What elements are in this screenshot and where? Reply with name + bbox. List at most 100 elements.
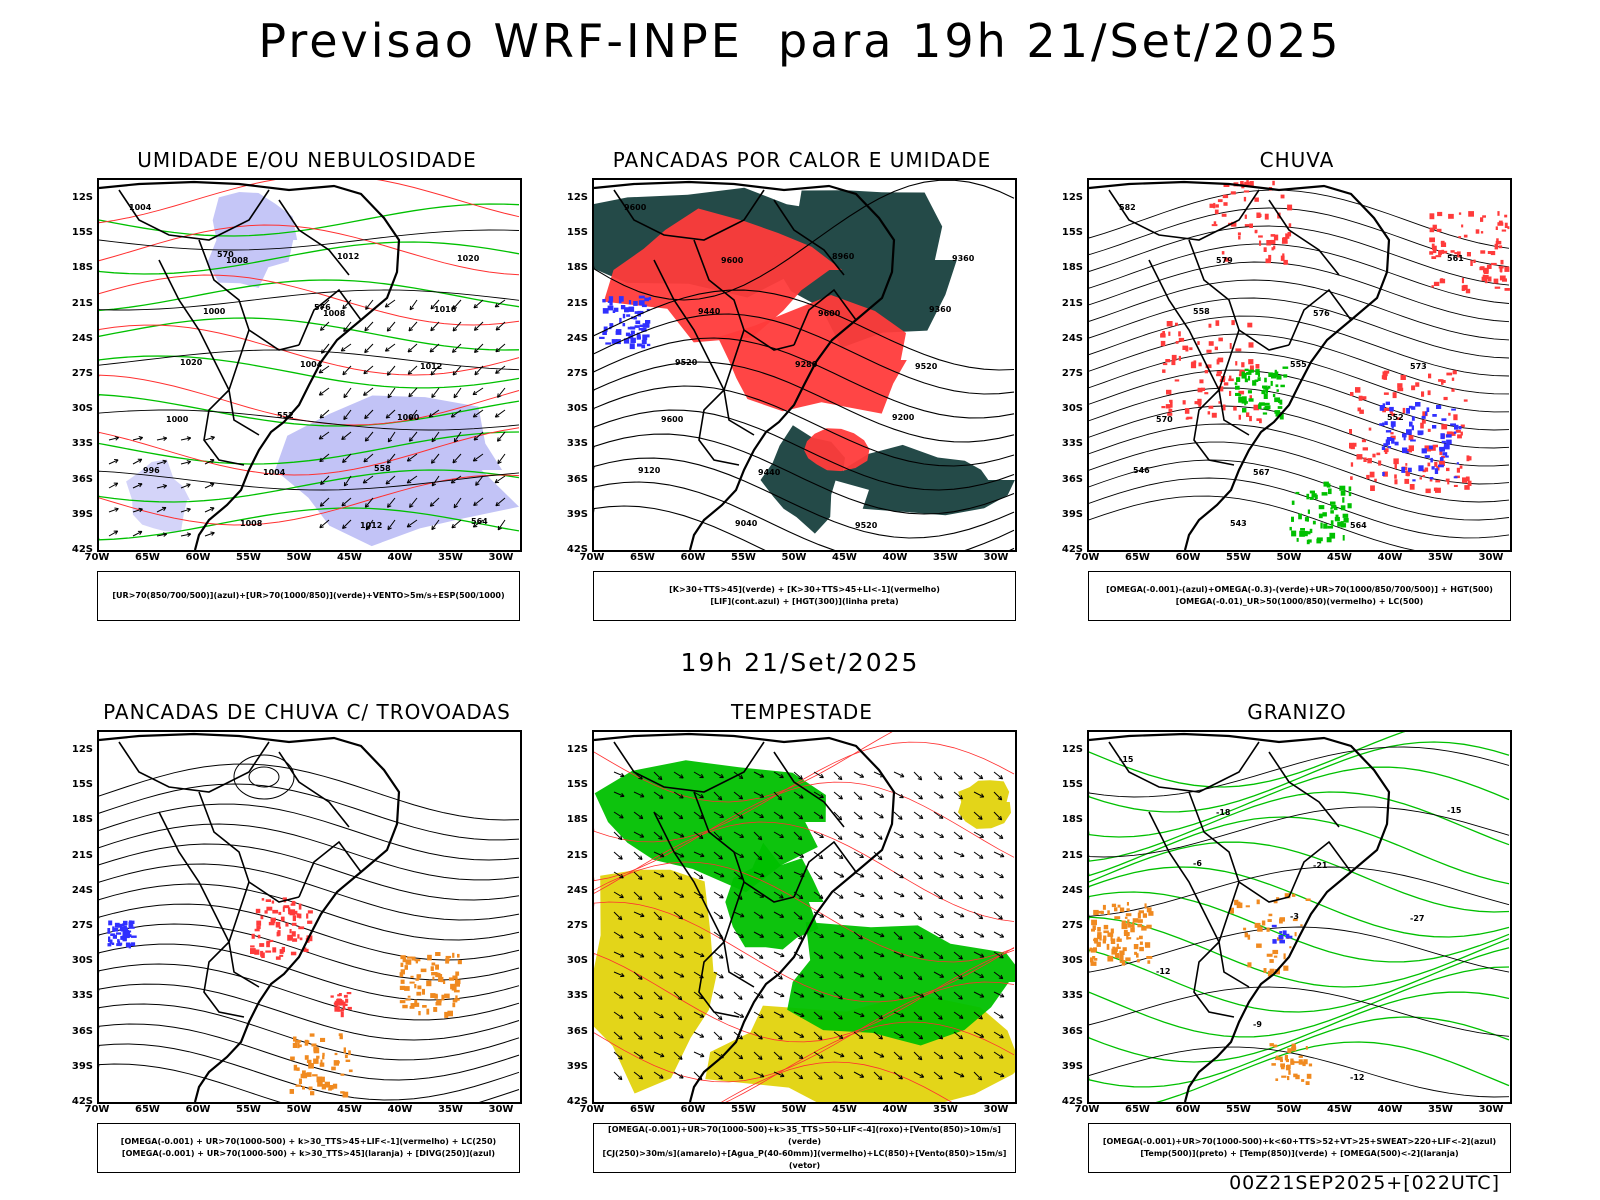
wind-vector [953,891,964,900]
wind-vector [613,991,624,999]
contour-line [99,1063,520,1102]
latitude-label: 21S [1061,849,1083,861]
latitude-label: 21S [71,849,93,861]
longitude-label: 60W [1175,552,1201,563]
wind-vector [833,831,843,841]
wind-vector [653,911,663,921]
wind-vector [773,851,784,860]
country-border [1268,751,1340,828]
wind-vector [429,343,440,353]
contour-line [99,241,520,275]
contour-label: 564 [1350,521,1367,530]
contour-label: -12 [1156,967,1170,976]
wind-vector [893,1051,903,1060]
wind-vector [156,436,168,441]
wind-vector [853,931,863,940]
latitude-label: 39S [71,1060,93,1072]
contour-line [1089,947,1510,1013]
contour-label: -12 [1350,1073,1364,1082]
wind-vector [713,1031,723,1041]
wind-vector [933,1051,944,1060]
wind-vector [813,971,824,979]
wind-vector [653,771,663,781]
instability-red-area [804,428,870,472]
longitude-label: 55W [1226,552,1251,563]
longitude-label: 55W [236,1104,261,1115]
country-border [773,751,845,828]
contour-line [99,289,520,311]
contour-label: 561 [1447,254,1464,263]
longitude-label: 55W [236,552,261,563]
contour-line [594,337,1015,419]
wind-vector [773,951,785,958]
contour-label: 9600 [624,203,647,212]
contour-line [594,732,893,803]
wind-vector [953,791,964,800]
contour-line [594,481,1015,550]
country-border [278,199,350,276]
longitude-label: 50W [781,1104,807,1115]
wind-vector [407,365,418,375]
wind-vector [793,791,804,799]
latitude-label: 18S [71,814,93,826]
contour-line [99,431,520,465]
wind-vector [363,387,374,396]
latitude-label: 24S [566,332,588,344]
wind-vector [406,519,418,528]
wind-vector [753,1051,763,1060]
wind-vector [873,991,885,998]
wind-vector [993,991,1005,998]
wind-vector [793,1051,804,1059]
contour-line [1089,1046,1510,1098]
wind-vector [993,831,1004,839]
wind-vector [318,365,330,374]
wind-vector [873,831,883,840]
contour-label: 1004 [300,360,323,369]
wind-vector [156,506,167,513]
wind-vector [753,951,764,959]
contour-label: 1008 [323,309,346,318]
wind-vector [733,971,744,978]
forecast-map: -15 -18 -21 -27 -12 -9 -12 -15 -6 -3 [1087,730,1512,1104]
wind-vector [913,851,923,860]
wind-vector [180,483,191,489]
wind-vector [472,387,484,396]
latitude-label: 27S [71,920,93,931]
latitude-label: 33S [71,990,93,1002]
wind-vector [913,1051,923,1061]
contour-line [99,803,520,861]
wind-vector [132,530,143,537]
country-border [613,741,765,793]
wind-vector [713,891,724,899]
contour-line [99,427,520,476]
wind-vector [387,497,396,508]
wind-vector [132,483,143,489]
latitude-label: 30S [71,403,93,415]
wind-vector [833,931,845,938]
contour-line [99,863,520,921]
wind-vector [853,791,863,801]
wind-vector [653,831,663,840]
wind-vector [773,931,784,939]
wind-vector [793,831,803,841]
latitude-label: 15S [566,227,588,239]
latitude-label: 30S [1061,403,1083,415]
wind-vector [993,1071,1005,1078]
wind-vector [497,519,506,531]
humidity-blue-area [126,459,190,532]
wind-vector [873,871,884,880]
wind-vector [733,791,744,800]
wind-vector [713,1071,723,1080]
wind-green-area [725,842,824,950]
contour-line [99,1003,520,1061]
wind-vector [385,475,396,485]
wind-vector [813,931,824,938]
latitude-label: 15S [1061,227,1083,239]
wind-vector [933,1011,943,1020]
wind-vector [873,931,885,938]
wind-vector [653,791,664,799]
wind-vector [913,811,924,820]
wind-vector [973,831,985,838]
wind-vector [364,497,374,508]
longitude-label: 35W [1428,552,1453,563]
